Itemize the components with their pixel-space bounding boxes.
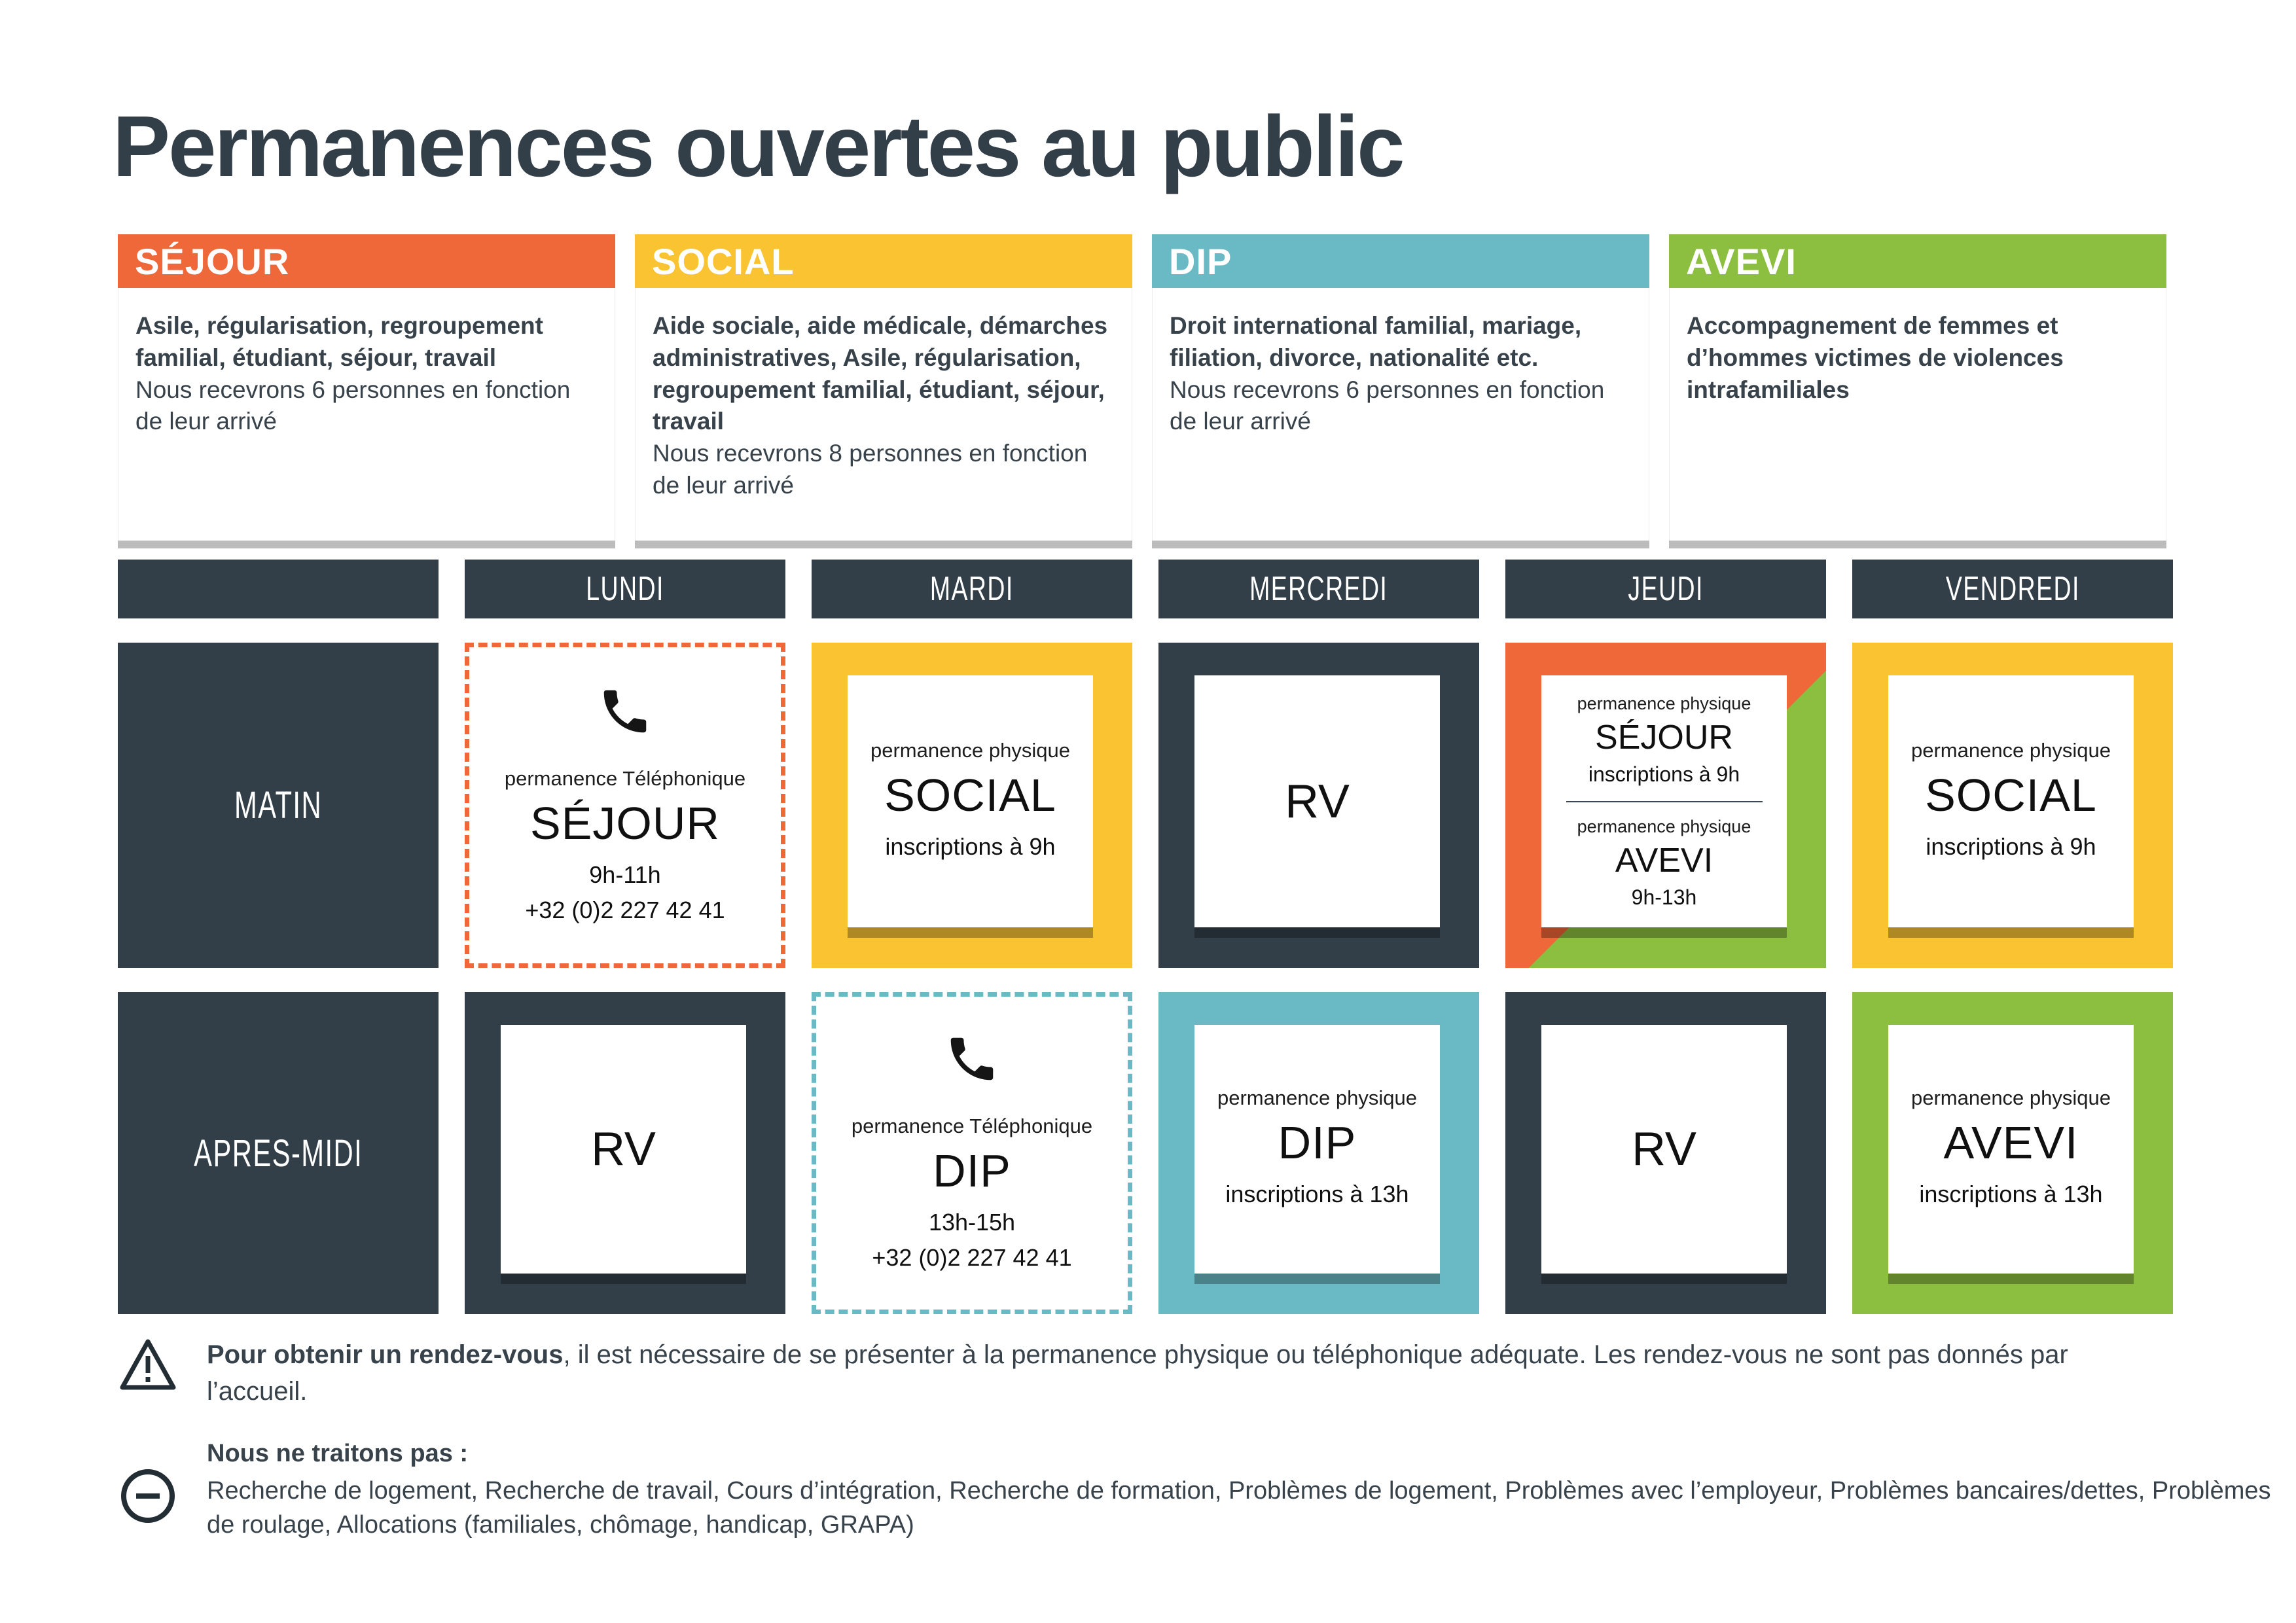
- grid-corner-cell: [118, 560, 439, 618]
- service-time: inscriptions à 13h: [1225, 1181, 1409, 1207]
- day-header-mercredi: MERCREDI: [1158, 560, 1479, 618]
- service-name: RV: [1285, 775, 1350, 828]
- category-description: Aide sociale, aide médicale, démarches a…: [635, 288, 1132, 541]
- service-time: inscriptions à 13h: [1919, 1181, 2103, 1207]
- service-card: permanence physique DIP inscriptions à 1…: [1194, 1025, 1440, 1274]
- category-header: DIP: [1152, 234, 1649, 288]
- day-header-label: LUNDI: [586, 570, 664, 608]
- day-header-jeudi: JEUDI: [1505, 560, 1826, 618]
- cell-pm-lundi: RV: [465, 992, 785, 1314]
- category-topics: Aide sociale, aide médicale, démarches a…: [653, 312, 1108, 435]
- service-name: RV: [1632, 1123, 1696, 1175]
- page-title: Permanences ouvertes au public: [113, 98, 1405, 194]
- category-description: Accompagnement de femmes et d’hommes vic…: [1669, 288, 2166, 541]
- service-name: DIP: [1278, 1117, 1357, 1168]
- phone-icon: [950, 1037, 994, 1080]
- category-cards: SÉJOUR Asile, régularisation, regroupeme…: [118, 234, 2166, 541]
- category-topics: Accompagnement de femmes et d’hommes vic…: [1687, 312, 2064, 403]
- service-card: permanence physique SOCIAL inscriptions …: [848, 675, 1093, 927]
- cell-matin-lundi: permanence Téléphonique SÉJOUR 9h-11h +3…: [465, 643, 785, 968]
- permanence-type-label: permanence physique: [1910, 738, 2111, 762]
- weekly-schedule-grid: LUNDI MARDI MERCREDI JEUDI VENDREDI MATI…: [118, 560, 2173, 1314]
- not-treated-note: Nous ne traitons pas : Recherche de loge…: [118, 1437, 2275, 1542]
- category-topics: Droit international familial, mariage, f…: [1170, 312, 1582, 371]
- service-time: inscriptions à 9h: [885, 832, 1056, 860]
- service-phone-number: +32 (0)2 227 42 41: [525, 896, 725, 923]
- cell-matin-mercredi: RV: [1158, 643, 1479, 968]
- service-card: permanence physique SOCIAL inscriptions …: [1888, 675, 2134, 927]
- day-header-mardi: MARDI: [812, 560, 1132, 618]
- permanence-type-label: permanence Téléphonique: [851, 1115, 1093, 1137]
- category-description: Droit international familial, mariage, f…: [1152, 288, 1649, 541]
- category-card-dip: DIP Droit international familial, mariag…: [1152, 234, 1649, 541]
- cell-matin-jeudi: permanence physique SÉJOUR inscriptions …: [1505, 643, 1826, 968]
- permanence-type-label: permanence physique: [870, 738, 1071, 762]
- category-header: SÉJOUR: [118, 234, 615, 288]
- service-name: AVEVI: [1615, 841, 1713, 880]
- service-name: DIP: [933, 1145, 1011, 1196]
- service-card: permanence physique SÉJOUR inscriptions …: [1541, 675, 1787, 927]
- cell-pm-vendredi: permanence physique AVEVI inscriptions à…: [1852, 992, 2173, 1314]
- service-time: 13h-15h: [928, 1209, 1016, 1236]
- cell-matin-mardi: permanence physique SOCIAL inscriptions …: [812, 643, 1132, 968]
- service-name: SÉJOUR: [1595, 718, 1733, 757]
- service-name: SOCIAL: [884, 769, 1056, 821]
- service-name: RV: [591, 1123, 656, 1175]
- not-treated-title: Nous ne traitons pas :: [207, 1440, 469, 1467]
- appointment-note-bold: Pour obtenir un rendez-vous: [207, 1340, 564, 1369]
- day-header-lundi: LUNDI: [465, 560, 785, 618]
- not-treated-list: Recherche de logement, Recherche de trav…: [207, 1477, 2271, 1539]
- cell-matin-vendredi: permanence physique SOCIAL inscriptions …: [1852, 643, 2173, 968]
- category-header: AVEVI: [1669, 234, 2166, 288]
- category-capacity: Nous recevrons 6 personnes en fonction d…: [135, 376, 571, 435]
- category-header: SOCIAL: [635, 234, 1132, 288]
- permanence-type-label: permanence physique: [1577, 816, 1751, 836]
- cell-pm-mercredi: permanence physique DIP inscriptions à 1…: [1158, 992, 1479, 1314]
- service-card: RV: [1541, 1025, 1787, 1274]
- permanence-type-label: permanence physique: [1910, 1086, 2111, 1109]
- service-name: SÉJOUR: [530, 797, 720, 849]
- service-time: inscriptions à 9h: [1588, 762, 1740, 786]
- appointment-note: Pour obtenir un rendez-vous, il est néce…: [118, 1336, 2125, 1410]
- service-time: inscriptions à 9h: [1926, 832, 2096, 860]
- category-topics: Asile, régularisation, regroupement fami…: [135, 312, 543, 371]
- day-header-vendredi: VENDREDI: [1852, 560, 2173, 618]
- category-capacity: Nous recevrons 6 personnes en fonction d…: [1170, 376, 1605, 435]
- row-header-label: MATIN: [234, 784, 323, 827]
- warning-triangle-icon: [118, 1336, 178, 1410]
- permanence-type-label: permanence Téléphonique: [504, 766, 746, 790]
- row-header-label: APRES-MIDI: [193, 1132, 363, 1175]
- category-card-social: SOCIAL Aide sociale, aide médicale, déma…: [635, 234, 1132, 541]
- category-capacity: Nous recevrons 8 personnes en fonction d…: [653, 440, 1088, 499]
- phone-icon: [603, 690, 647, 732]
- service-card: permanence physique AVEVI inscriptions à…: [1888, 1025, 2134, 1274]
- not-treated-text-block: Nous ne traitons pas : Recherche de loge…: [207, 1437, 2275, 1542]
- category-description: Asile, régularisation, regroupement fami…: [118, 288, 615, 541]
- service-time: 9h-13h: [1631, 885, 1697, 909]
- cell-pm-mardi: permanence Téléphonique DIP 13h-15h +32 …: [812, 992, 1132, 1314]
- service-card: RV: [501, 1025, 746, 1274]
- day-header-label: MARDI: [930, 570, 1014, 608]
- day-header-label: MERCREDI: [1249, 570, 1388, 608]
- row-header-apres-midi: APRES-MIDI: [118, 992, 439, 1314]
- service-name: AVEVI: [1943, 1117, 2079, 1168]
- permanence-type-label: permanence physique: [1217, 1086, 1418, 1109]
- category-card-sejour: SÉJOUR Asile, régularisation, regroupeme…: [118, 234, 615, 541]
- row-header-matin: MATIN: [118, 643, 439, 968]
- permanence-type-label: permanence physique: [1577, 693, 1751, 713]
- appointment-note-text: Pour obtenir un rendez-vous, il est néce…: [207, 1336, 2125, 1410]
- minus-circle-icon: [118, 1467, 178, 1542]
- service-time: 9h-11h: [589, 861, 661, 888]
- divider: [1566, 800, 1763, 802]
- cell-pm-jeudi: RV: [1505, 992, 1826, 1314]
- appointment-note-rest: , il est nécessaire de se présenter à la…: [207, 1340, 2068, 1406]
- service-phone-number: +32 (0)2 227 42 41: [872, 1244, 1072, 1271]
- service-name: SOCIAL: [1925, 769, 2097, 821]
- service-card: RV: [1194, 675, 1440, 927]
- day-header-label: VENDREDI: [1945, 570, 2080, 608]
- category-card-avevi: AVEVI Accompagnement de femmes et d’homm…: [1669, 234, 2166, 541]
- day-header-label: JEUDI: [1628, 570, 1704, 608]
